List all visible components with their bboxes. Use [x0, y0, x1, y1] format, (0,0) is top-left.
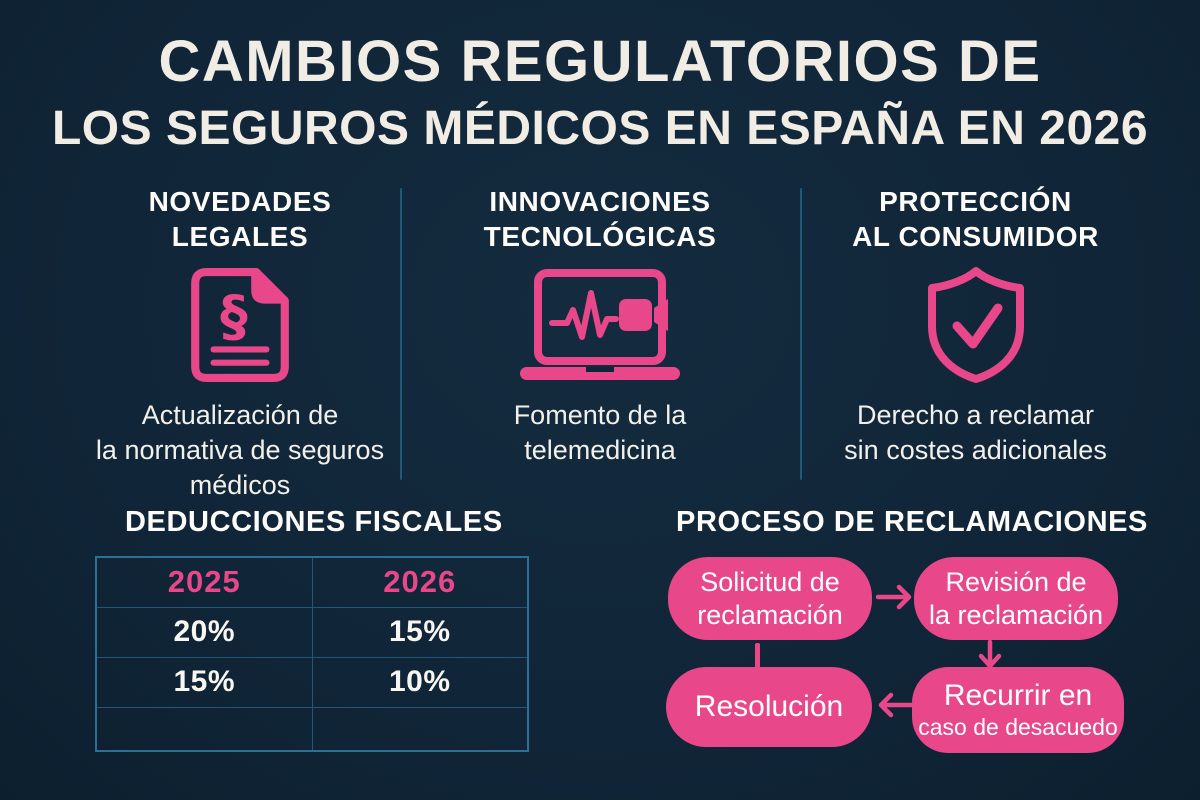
- flow-step-label: Revisión de: [945, 567, 1087, 598]
- table-cell: 10%: [311, 656, 529, 708]
- tax-deductions-table: 2025 2026 20% 15% 15% 10%: [95, 556, 529, 752]
- flow-step-label: reclamación: [697, 599, 843, 630]
- column-description: Actualización de la normativa de seguros…: [95, 400, 385, 501]
- column-innovaciones-tecnologicas: INNOVACIONES TECNOLÓGICAS Fomento de la …: [421, 184, 779, 468]
- svg-text:§: §: [220, 284, 248, 348]
- table-header-row: 2025 2026: [95, 556, 529, 608]
- flow-step-label: Resolución: [694, 690, 844, 723]
- flow-step-label: Recurrir en: [943, 679, 1093, 713]
- connector-line-down: [755, 643, 760, 668]
- table-cell: 20%: [95, 606, 313, 658]
- shield-check-icon: [927, 267, 1024, 383]
- year-2026-header: 2026: [311, 556, 529, 608]
- flow-step-recurrir: Recurrir en caso de desacuedo: [912, 667, 1124, 753]
- flow-step-label: la reclamación: [928, 599, 1104, 630]
- column-description: Derecho a reclamar sin costes adicionale…: [844, 400, 1107, 466]
- flow-step-resolucion: Resolución: [666, 667, 872, 747]
- page-title: CAMBIOS REGULATORIOS DE LOS SEGUROS MÉDI…: [0, 29, 1200, 156]
- title-line-1: CAMBIOS REGULATORIOS DE: [158, 29, 1042, 94]
- flow-step-revision: Revisión de la reclamación: [914, 557, 1118, 640]
- arrow-left-icon: [878, 692, 915, 718]
- process-heading: PROCESO DE RECLAMACIONES: [676, 506, 1148, 538]
- table-row: 15% 10%: [95, 656, 529, 708]
- column-heading: NOVEDADES LEGALES: [148, 186, 332, 252]
- arrow-down-icon: [978, 640, 1002, 669]
- flow-step-solicitud: Solicitud de reclamación: [668, 557, 872, 640]
- section-document-icon: §: [191, 268, 289, 382]
- table-row-empty: [95, 706, 529, 752]
- flow-step-label: caso de desacuedo: [918, 714, 1118, 741]
- column-divider-right: [800, 188, 802, 480]
- column-proteccion-consumidor: PROTECCIÓN AL CONSUMIDOR Derecho a recla…: [803, 184, 1148, 468]
- deductions-heading: DEDUCCIONES FISCALES: [125, 506, 503, 538]
- column-divider-left: [400, 188, 402, 480]
- table-cell: 15%: [95, 656, 313, 708]
- telemedicine-laptop-icon: [520, 269, 680, 380]
- year-2025-header: 2025: [95, 556, 313, 608]
- table-cell: [95, 706, 313, 752]
- arrow-right-icon: [875, 584, 912, 610]
- table-cell: [311, 706, 529, 752]
- table-row: 20% 15%: [95, 606, 529, 658]
- column-heading: INNOVACIONES TECNOLÓGICAS: [483, 186, 717, 252]
- column-description: Fomento de la telemedicina: [513, 400, 687, 466]
- flow-step-label: Solicitud de: [700, 567, 840, 598]
- title-line-2: LOS SEGUROS MÉDICOS EN ESPAÑA EN 2026: [51, 101, 1149, 155]
- column-novedades-legales: NOVEDADES LEGALES § Actualización de la …: [50, 184, 430, 503]
- table-cell: 15%: [311, 606, 529, 658]
- column-heading: PROTECCIÓN AL CONSUMIDOR: [852, 186, 1099, 252]
